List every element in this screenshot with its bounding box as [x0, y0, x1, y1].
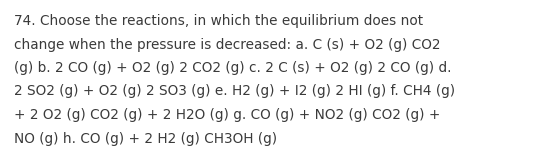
Text: 2 SO2 (g) + O2 (g) 2 SO3 (g) e. H2 (g) + I2 (g) 2 HI (g) f. CH4 (g): 2 SO2 (g) + O2 (g) 2 SO3 (g) e. H2 (g) +…: [14, 85, 455, 99]
Text: change when the pressure is decreased: a. C (s) + O2 (g) CO2: change when the pressure is decreased: a…: [14, 38, 440, 51]
Text: 74. Choose the reactions, in which the equilibrium does not: 74. Choose the reactions, in which the e…: [14, 14, 423, 28]
Text: + 2 O2 (g) CO2 (g) + 2 H2O (g) g. CO (g) + NO2 (g) CO2 (g) +: + 2 O2 (g) CO2 (g) + 2 H2O (g) g. CO (g)…: [14, 108, 440, 122]
Text: (g) b. 2 CO (g) + O2 (g) 2 CO2 (g) c. 2 C (s) + O2 (g) 2 CO (g) d.: (g) b. 2 CO (g) + O2 (g) 2 CO2 (g) c. 2 …: [14, 61, 451, 75]
Text: NO (g) h. CO (g) + 2 H2 (g) CH3OH (g): NO (g) h. CO (g) + 2 H2 (g) CH3OH (g): [14, 131, 277, 145]
